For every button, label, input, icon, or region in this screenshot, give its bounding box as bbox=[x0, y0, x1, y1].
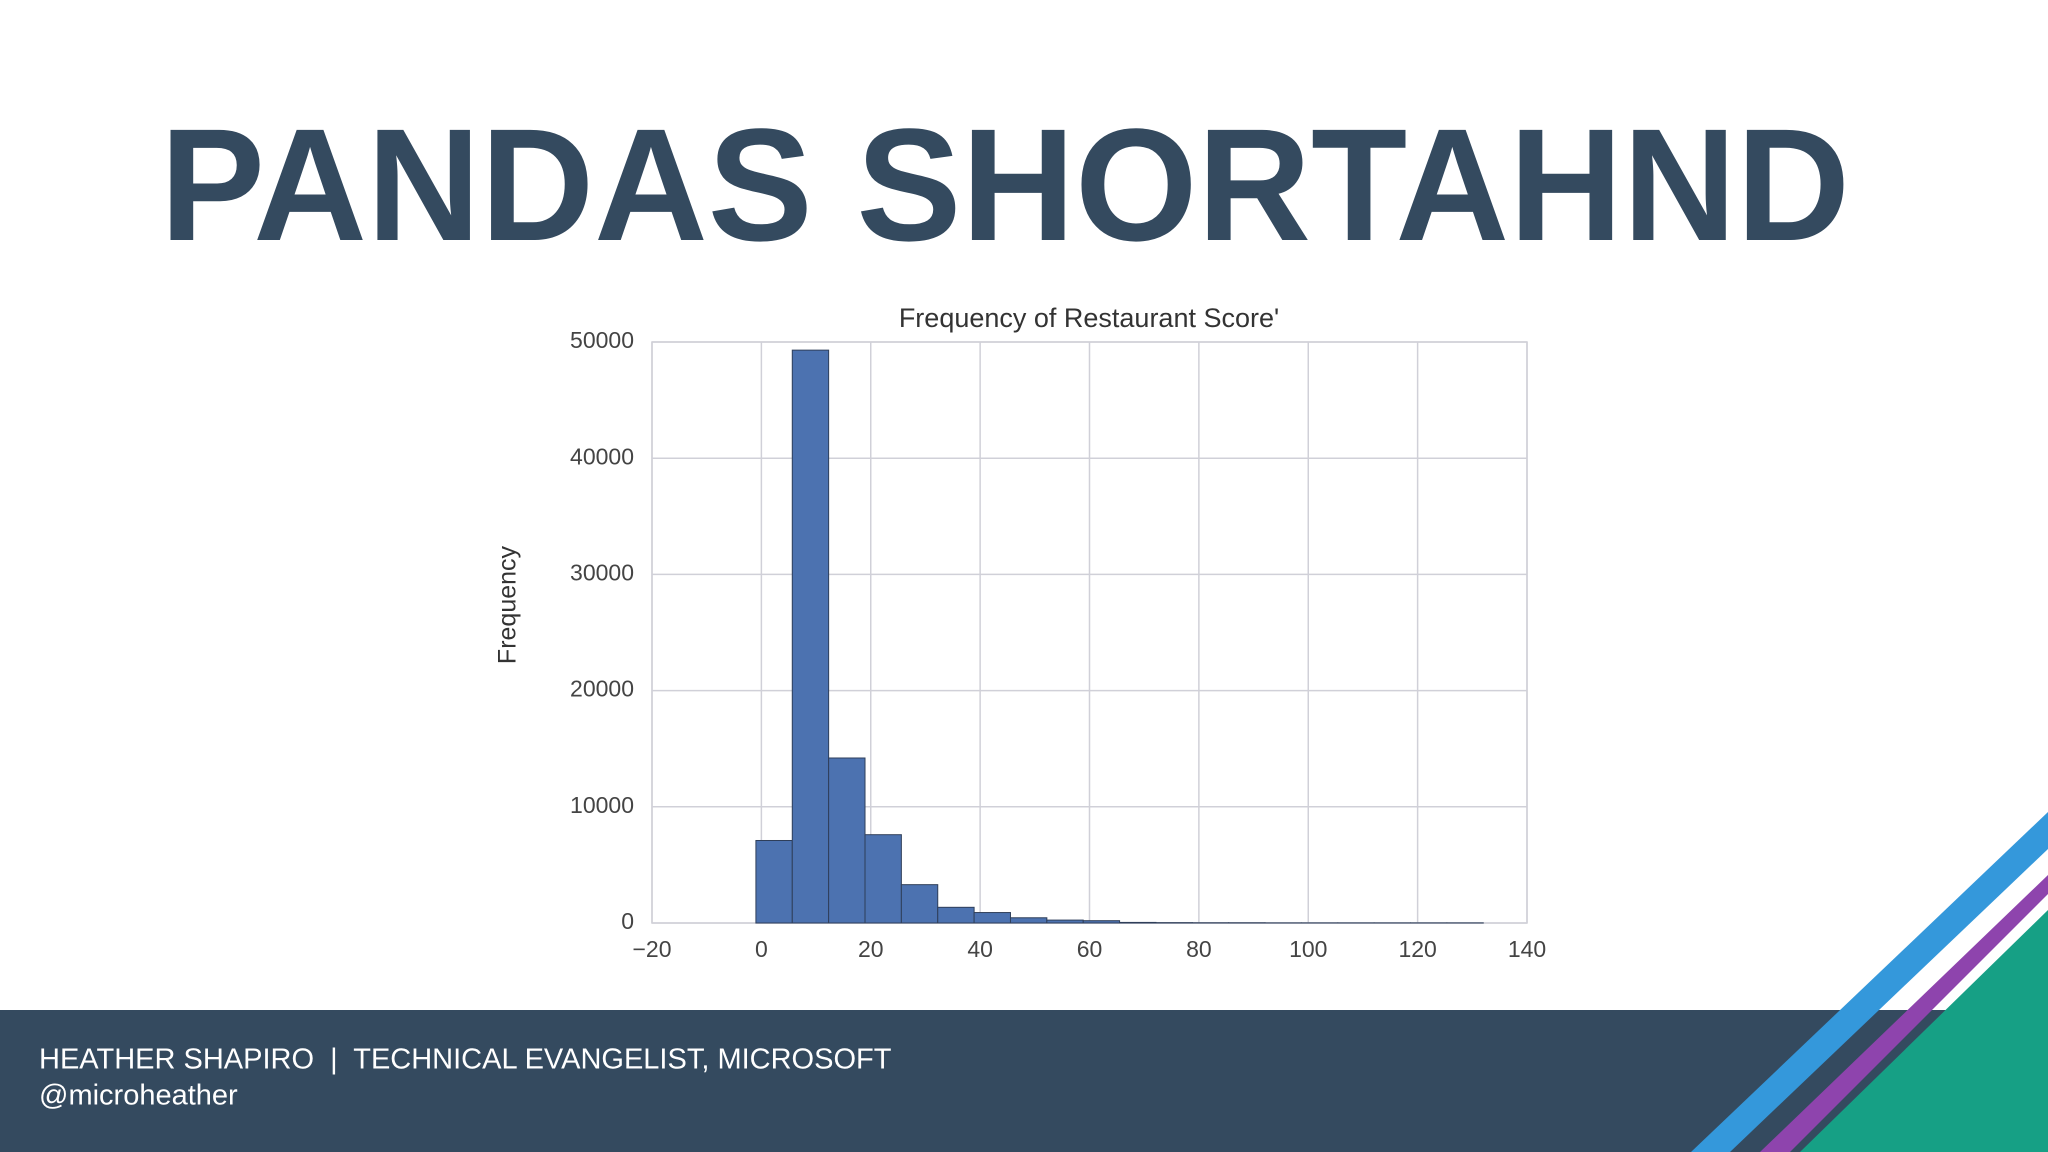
y-tick-label: 20000 bbox=[570, 676, 634, 702]
x-tick-label: 80 bbox=[1186, 936, 1212, 962]
histogram-bar bbox=[900, 884, 939, 924]
y-axis-label: Frequency bbox=[494, 545, 522, 664]
x-tick-label: 140 bbox=[1508, 936, 1546, 962]
histogram-bar bbox=[1082, 920, 1121, 924]
x-tick-label: 120 bbox=[1398, 936, 1436, 962]
histogram-bar bbox=[1119, 921, 1157, 924]
x-tick-label: 100 bbox=[1289, 936, 1327, 962]
y-tick-label: 50000 bbox=[570, 327, 634, 353]
stripe-purple bbox=[1760, 875, 2048, 1152]
x-tick-label: 40 bbox=[967, 936, 993, 962]
histogram-bar bbox=[1009, 917, 1048, 924]
histogram-bar bbox=[937, 906, 975, 924]
y-tick-label: 30000 bbox=[570, 559, 634, 585]
histogram-bar bbox=[755, 839, 793, 924]
histogram-bar bbox=[828, 757, 866, 924]
footer-handle: @microheather bbox=[39, 1080, 238, 1112]
histogram-bar bbox=[791, 349, 830, 924]
x-tick-label: 60 bbox=[1077, 936, 1103, 962]
x-tick-label: 0 bbox=[755, 936, 768, 962]
x-tick-label: −20 bbox=[632, 936, 671, 962]
y-tick-label: 0 bbox=[621, 908, 634, 934]
chart-title: Frequency of Restaurant Score' bbox=[899, 303, 1279, 333]
y-tick-label: 40000 bbox=[570, 443, 634, 469]
footer-author: HEATHER SHAPIRO | TECHNICAL EVANGELIST, … bbox=[39, 1044, 892, 1076]
slide-title: PANDAS SHORTAHND bbox=[160, 95, 1850, 274]
stripe-blue bbox=[1691, 812, 2048, 1152]
footer-band bbox=[0, 1010, 2048, 1152]
histogram-bar bbox=[1046, 919, 1084, 924]
stripe-teal bbox=[1800, 910, 2048, 1152]
y-tick-label: 10000 bbox=[570, 792, 634, 818]
x-tick-label: 20 bbox=[858, 936, 884, 962]
histogram-bar bbox=[973, 912, 1011, 924]
histogram-bar bbox=[864, 834, 902, 924]
